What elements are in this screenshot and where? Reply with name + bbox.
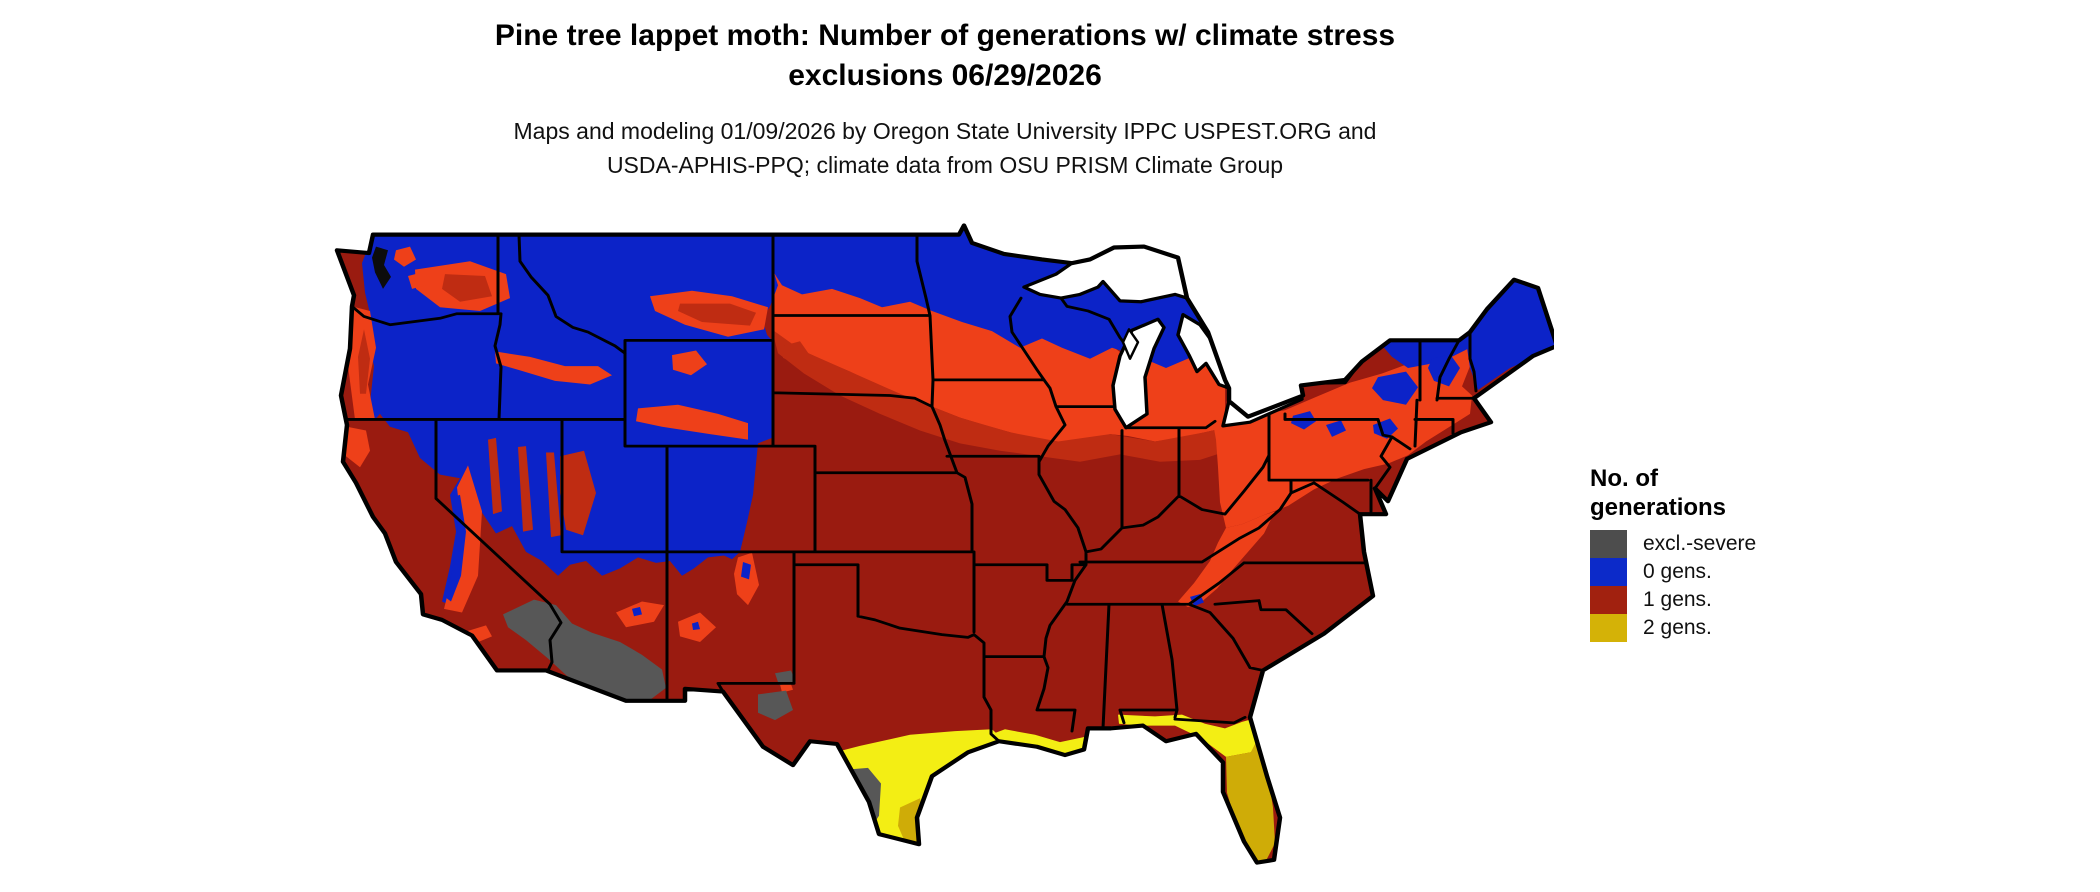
legend-row-0-gens: 0 gens. [1590,558,1890,586]
legend-row-2-gens: 2 gens. [1590,614,1890,642]
legend-swatch-excl-severe [1590,530,1627,558]
legend-swatch-0-gens [1590,558,1627,586]
legend: No. of generations excl.-severe 0 gens. … [1590,464,1890,642]
region-florida-keys-gold [1258,866,1272,873]
legend-rows: excl.-severe 0 gens. 1 gens. 2 gens. [1590,530,1890,642]
region-florida-panhandle-yellow [1118,714,1261,757]
us-outline [334,223,1554,865]
legend-swatch-1-gens [1590,586,1627,614]
region-sangre-de-cristo-orange [734,552,759,606]
map-title: Pine tree lappet moth: Number of generat… [0,16,1890,96]
region-louisiana-coast-yellow [968,729,1086,756]
region-nevada-valley-red-1 [488,437,502,515]
region-west-texas-gray-1 [758,690,793,721]
us-generations-map [334,223,1554,873]
region-se-montana-red-core [678,303,756,326]
region-nevada-valley-red-3 [546,452,561,538]
region-black-hills-red [783,341,809,365]
map-title-line2: exclusions 06/29/2026 [788,59,1102,92]
region-oregon-coast-red-crest [358,329,370,394]
legend-label-0-gens: 0 gens. [1643,560,1712,583]
region-appalachian-orange-ridge [1178,511,1275,608]
region-bighorn-basin-orange [672,350,707,376]
legend-row-1-gens: 1 gens. [1590,586,1890,614]
region-utah-west-desert [560,450,596,536]
region-sangre-de-cristo-blue [741,561,751,580]
green-bay [1121,328,1140,360]
legend-title-line1: No. of [1590,465,1658,492]
map-title-line1: Pine tree lappet moth: Number of generat… [494,19,1396,52]
region-snake-plain-orange [495,351,612,385]
legend-swatch-2-gens [1590,614,1627,642]
region-adirondacks-blue [1372,371,1418,405]
puget-sound [372,246,391,289]
region-sw-desert-gray [503,599,666,700]
map-subtitle-line1: Maps and modeling 01/09/2026 by Oregon S… [513,118,1377,144]
state-borders [342,233,1478,743]
region-columbia-basin-red-core [442,274,492,302]
legend-title: No. of generations [1590,464,1890,522]
region-puget-fringe-orange-1 [394,246,416,267]
legend-label-excl-severe: excl.-severe [1643,532,1757,555]
map-subtitle: Maps and modeling 01/09/2026 by Oregon S… [0,114,1890,182]
region-west-texas-gray-2 [775,670,796,686]
region-nevada-valley-red-2 [518,446,533,532]
region-pa-highlands-blue-2 [1326,420,1346,437]
legend-title-line2: generations [1590,494,1727,521]
region-puget-fringe-orange-2 [408,272,426,289]
legend-row-excl-severe: excl.-severe [1590,530,1890,558]
region-north-orange-band [772,253,1225,446]
region-north-california-coast-orange [346,426,370,468]
region-south-wyoming-orange-belt [636,404,748,440]
legend-label-2-gens: 2 gens. [1643,616,1712,639]
region-mogollon-blue-dot [632,607,642,617]
map-subtitle-line2: USDA-APHIS-PPQ; climate data from OSU PR… [606,152,1284,178]
legend-label-1-gens: 1 gens. [1643,588,1712,611]
region-gila-blue-dot [692,621,700,630]
